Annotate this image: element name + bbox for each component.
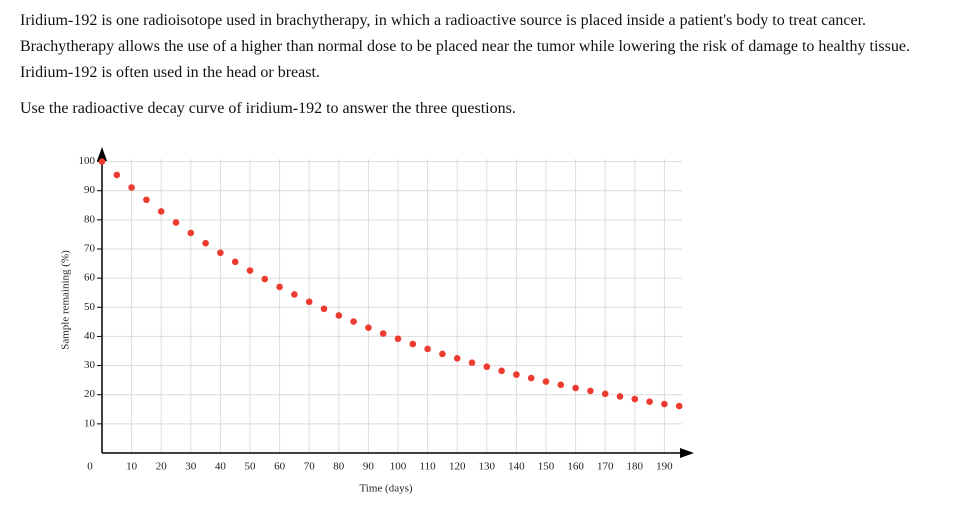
data-point [394,335,402,343]
intro-paragraph: Iridium-192 is one radioisotope used in … [20,12,910,81]
data-point [291,291,298,298]
data-point [350,318,357,325]
data-point [557,381,565,389]
chart: 10 20 30 40 50 60 70 80 90 100 0 10 20 30 40 50 60 70 80 90… [60,147,694,495]
data-point [572,384,579,392]
x-tick-label: 120 [449,461,466,473]
x-tick-label: 10 [126,461,138,473]
data-point [587,387,594,395]
x-tick-label: 110 [420,461,437,473]
data-point [631,395,639,403]
x-tick-label: 60 [274,461,286,473]
data-point [616,393,624,400]
data-point [365,324,372,331]
data-point [379,330,387,337]
instruction-paragraph: Use the radioactive decay curve of iridi… [20,100,516,117]
x-tick-label: 170 [597,461,614,473]
data-point [276,283,283,291]
data-point [261,275,269,283]
x-tick-label: 90 [363,461,375,473]
data-point [409,340,417,348]
data-point [498,367,505,375]
data-point [320,305,328,313]
x-tick-label: 140 [508,461,525,473]
x-tick-label: 190 [656,461,673,473]
y-tick-label: 20 [84,388,96,400]
data-point [157,208,165,215]
data-point [217,249,224,257]
data-point [305,298,313,306]
y-tick-label: 100 [79,155,96,167]
x-tick-label: 80 [333,461,345,473]
x-tick-label: 130 [479,461,496,473]
data-point [231,258,239,266]
data-point [202,239,209,247]
y-tick-label: 60 [84,272,96,284]
y-tick-label: 40 [84,330,96,342]
y-axis-arrow [97,147,107,161]
y-tick-label: 10 [84,417,96,429]
data-point [128,184,135,191]
x-axis-label: Time (days) [359,483,412,495]
x-tick-label: 150 [538,461,555,473]
data-point [187,229,195,237]
y-tick-label: 50 [84,301,96,313]
x-tick-label: 160 [567,461,584,473]
x-tick-label: 70 [304,461,316,473]
data-point [98,158,106,165]
x-axis-arrow [680,448,694,458]
data-point [424,345,431,353]
data-point [661,400,668,408]
data-point [439,350,446,358]
data-point [513,371,520,378]
y-tick-label: 90 [84,184,96,196]
y-tick-label: 80 [84,213,96,225]
data-point [246,267,254,274]
data-point [675,402,683,410]
x-tick-label: 40 [215,461,227,473]
data-point [335,312,343,319]
data-point [113,171,121,179]
y-axis-label: Sample remaining (%) [60,250,72,350]
y-tick-label: 30 [84,359,96,371]
y-tick-label: 70 [84,243,96,255]
x-tick-label: 0 [87,461,93,473]
data-point [601,390,609,398]
x-tick-label: 20 [156,461,168,473]
data-point [483,363,491,371]
data-point [542,378,550,385]
data-point [453,354,461,362]
x-tick-label: 50 [245,461,257,473]
data-point [527,374,535,382]
data-point [468,359,476,366]
x-tick-label: 180 [627,461,644,473]
x-tick-label: 30 [185,461,197,473]
x-tick-label: 100 [390,461,407,473]
data-point [646,398,653,406]
data-point [143,196,150,204]
data-point [172,219,180,226]
